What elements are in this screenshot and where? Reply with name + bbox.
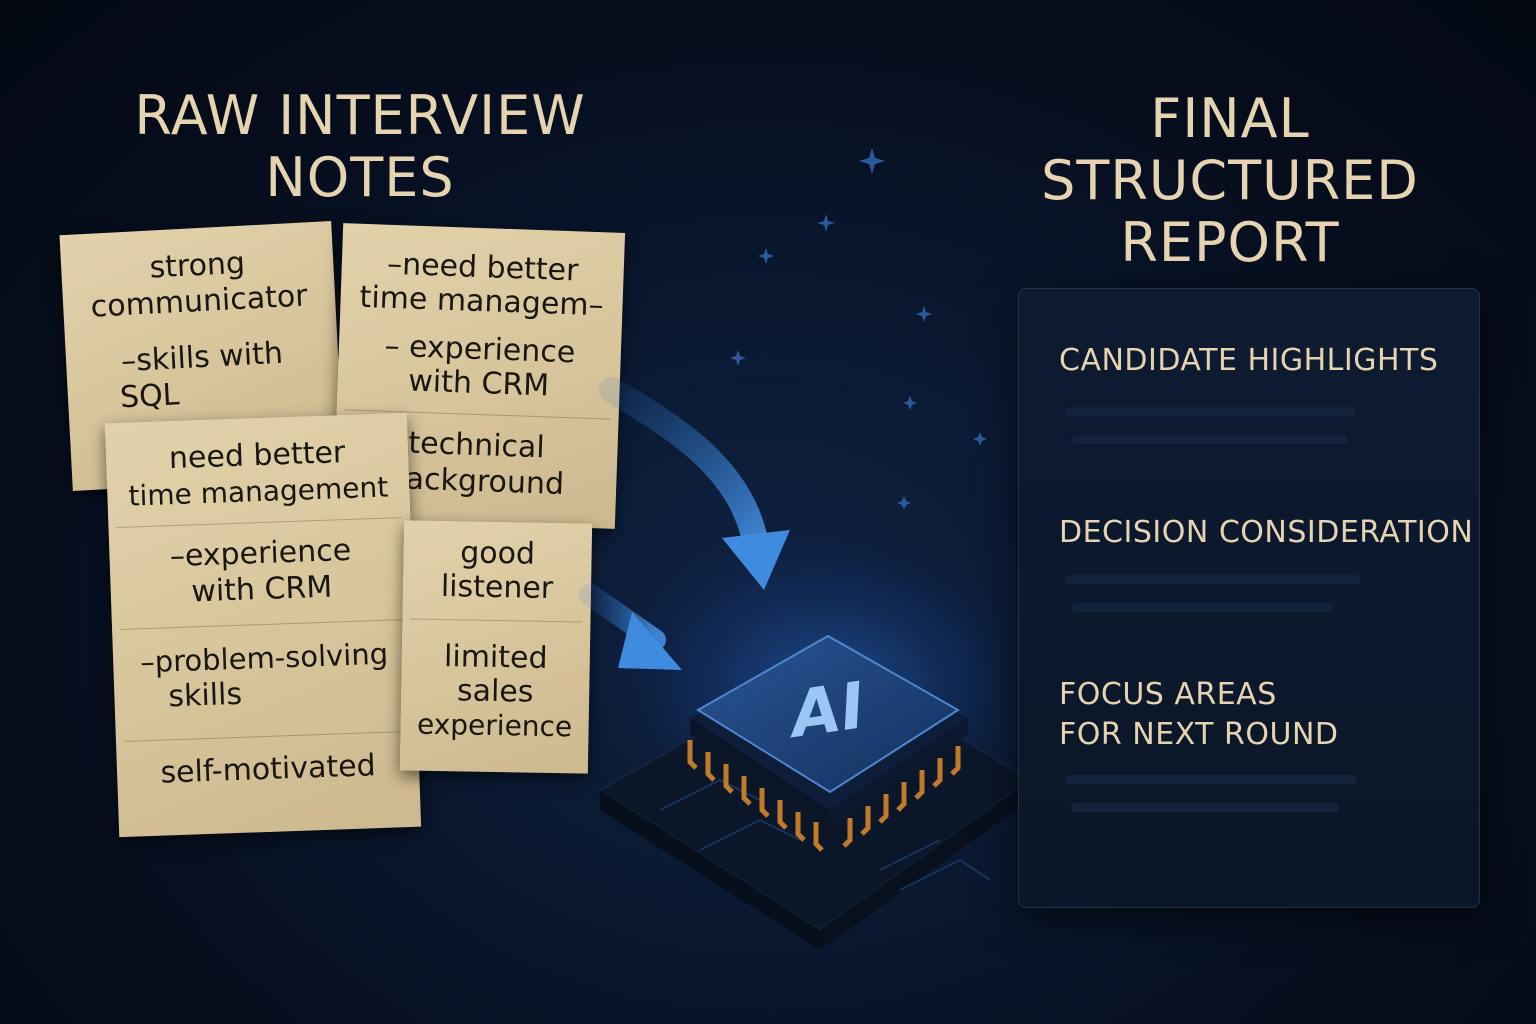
placeholder-line xyxy=(1071,603,1333,612)
section-title-candidate-highlights: CANDIDATE HIGHLIGHTS xyxy=(1059,343,1439,378)
section-title-decision-consideration: DECISION CONSIDERATION xyxy=(1059,515,1474,550)
arrow-notes-to-ai-upper xyxy=(599,377,790,590)
section-title-focus-areas-line-2: FOR NEXT ROUND xyxy=(1059,717,1339,752)
raw-notes-title-line-1: RAW INTERVIEW xyxy=(134,84,586,147)
placeholder-line xyxy=(1071,803,1339,812)
placeholder-line xyxy=(1071,435,1347,444)
placeholder-line xyxy=(1065,407,1355,416)
raw-notes-title-line-2: NOTES xyxy=(265,146,455,209)
raw-notes-title: RAW INTERVIEW NOTES xyxy=(110,85,610,209)
final-report-title: FINAL STRUCTURED REPORT xyxy=(1010,88,1450,274)
sparkles xyxy=(730,148,987,510)
placeholder-line xyxy=(1065,575,1361,584)
ai-chip xyxy=(690,634,968,826)
ai-chip-label: AI xyxy=(781,669,869,753)
final-report-title-line-3: REPORT xyxy=(1120,211,1340,274)
final-report-title-line-1: FINAL xyxy=(1150,87,1310,150)
placeholder-line xyxy=(1065,775,1357,784)
structured-report-panel: CANDIDATE HIGHLIGHTS DECISION CONSIDERAT… xyxy=(1018,288,1480,908)
section-title-focus-areas-line-1: FOCUS AREAS xyxy=(1059,677,1277,712)
final-report-title-line-2: STRUCTURED xyxy=(1041,149,1419,212)
arrow-notes-to-ai-lower xyxy=(579,584,682,670)
chip-pins xyxy=(687,740,961,852)
